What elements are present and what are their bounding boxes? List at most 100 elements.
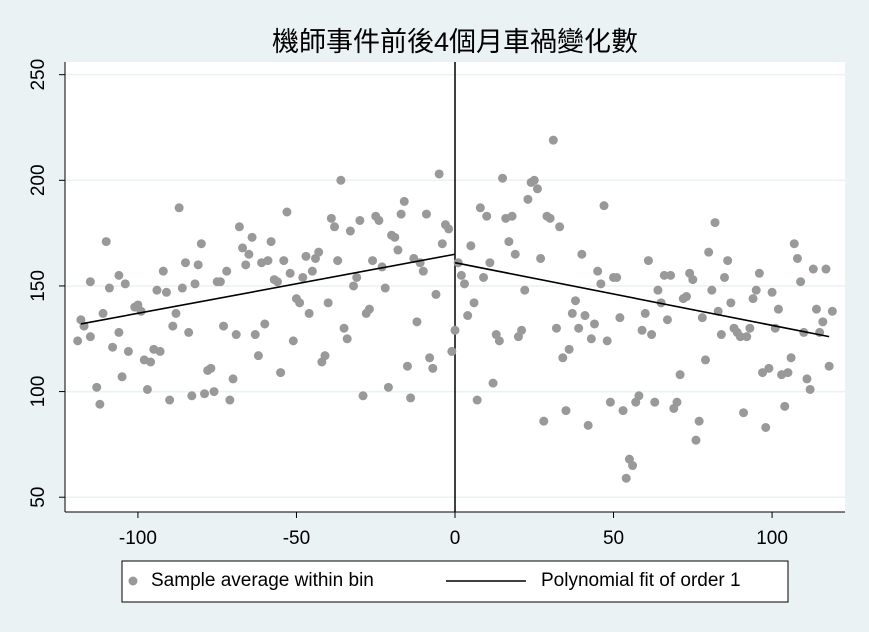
point [564, 344, 574, 354]
point [751, 285, 761, 295]
point [710, 218, 720, 228]
point [783, 368, 793, 378]
x-tick-label: 50 [603, 528, 624, 549]
point [383, 382, 393, 392]
point [716, 330, 726, 340]
y-tick-label: 200 [28, 164, 49, 196]
point [241, 260, 251, 270]
point [666, 270, 676, 280]
point [193, 260, 203, 270]
point [85, 277, 95, 287]
chart-title: 機師事件前後4個月車禍變化數 [272, 27, 638, 57]
point [352, 272, 362, 282]
point [555, 222, 565, 232]
point [621, 473, 631, 483]
point [380, 283, 390, 293]
point [114, 270, 124, 280]
fit-line [80, 253, 456, 325]
point [177, 283, 187, 293]
point [95, 399, 105, 409]
point [406, 393, 416, 403]
point [605, 397, 615, 407]
y-tick-label: 250 [28, 59, 49, 91]
point [723, 256, 733, 266]
point [215, 277, 225, 287]
legend-label: Polynomial fit of order 1 [541, 570, 741, 591]
point [707, 285, 717, 295]
point [428, 363, 438, 373]
point [561, 406, 571, 416]
point [333, 256, 343, 266]
point [450, 325, 460, 335]
point [479, 272, 489, 282]
point [780, 401, 790, 411]
point [529, 175, 539, 185]
point [548, 135, 558, 145]
point [444, 224, 454, 234]
point [396, 209, 406, 219]
point [735, 332, 745, 342]
point [827, 306, 837, 316]
point [767, 287, 777, 297]
point [691, 435, 701, 445]
point [821, 264, 831, 274]
point [634, 391, 644, 401]
point [418, 266, 428, 276]
point [276, 368, 286, 378]
legend-box [121, 560, 789, 603]
fit-line [454, 261, 830, 338]
point [818, 317, 828, 327]
point [640, 308, 650, 318]
point [824, 361, 834, 371]
point [599, 201, 609, 211]
point [498, 173, 508, 183]
point [643, 256, 653, 266]
point [279, 256, 289, 266]
point [101, 237, 111, 247]
point [234, 222, 244, 232]
point [345, 226, 355, 236]
point [263, 256, 273, 266]
point [602, 336, 612, 346]
point [447, 346, 457, 356]
point [161, 287, 171, 297]
point [120, 279, 130, 289]
point [700, 355, 710, 365]
point [336, 175, 346, 185]
point [802, 374, 812, 384]
point [520, 285, 530, 295]
point [758, 368, 768, 378]
point [222, 266, 232, 276]
point [434, 169, 444, 179]
point [507, 211, 517, 221]
point [653, 285, 663, 295]
point [393, 245, 403, 255]
point [574, 323, 584, 333]
point [745, 323, 755, 333]
point [672, 397, 682, 407]
point [577, 249, 587, 259]
point [108, 342, 118, 352]
point [314, 247, 324, 257]
point [114, 327, 124, 337]
point [510, 249, 520, 259]
point [425, 353, 435, 363]
point [570, 296, 580, 306]
point [342, 334, 352, 344]
point [437, 239, 447, 249]
point [152, 285, 162, 295]
point [295, 298, 305, 308]
point [247, 232, 257, 242]
point [200, 389, 210, 399]
point [104, 283, 114, 293]
point [266, 237, 276, 247]
point [320, 351, 330, 361]
point [339, 323, 349, 333]
point [523, 194, 533, 204]
point [123, 346, 133, 356]
y-tick-label: 150 [28, 270, 49, 302]
point [472, 395, 482, 405]
point [282, 207, 292, 217]
point [298, 272, 308, 282]
point [463, 311, 473, 321]
